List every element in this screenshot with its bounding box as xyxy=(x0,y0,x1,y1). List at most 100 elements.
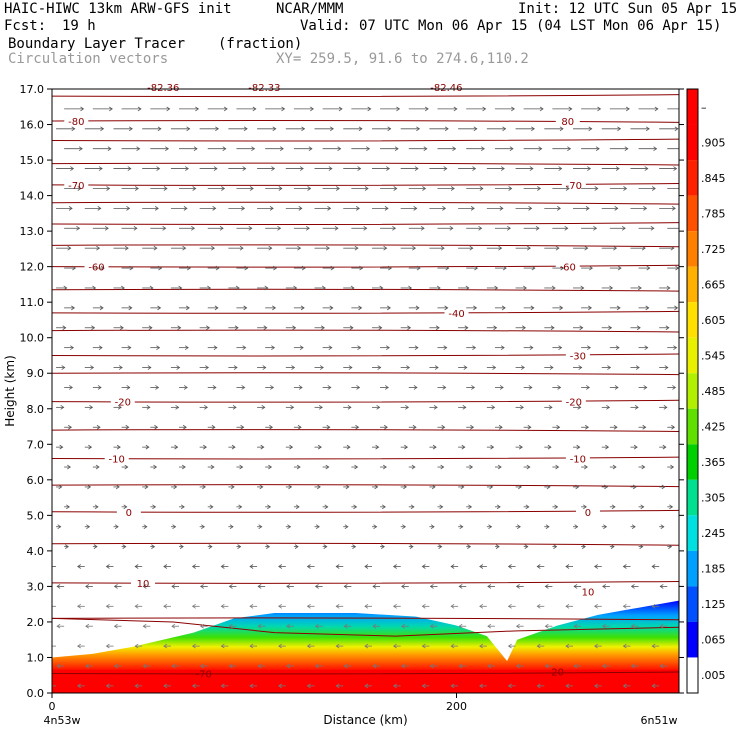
vector-head xyxy=(536,683,541,689)
vector-head xyxy=(62,325,67,331)
vector-head xyxy=(211,245,215,251)
vector-head xyxy=(662,444,667,450)
vector-head xyxy=(171,584,176,589)
vector-head xyxy=(154,424,159,430)
vector-head xyxy=(435,325,440,331)
vector-head xyxy=(208,544,213,549)
vector-head xyxy=(273,265,278,271)
vector-head xyxy=(323,544,328,549)
vector-head xyxy=(396,106,401,112)
vector-head xyxy=(518,444,523,450)
vector-head xyxy=(183,385,188,390)
vector-head xyxy=(595,146,600,152)
vector-head xyxy=(536,564,541,569)
vector-head xyxy=(651,186,656,191)
vector-head xyxy=(343,623,348,629)
vector-head xyxy=(297,245,302,251)
vector-head xyxy=(314,623,319,629)
vector-head xyxy=(258,524,263,530)
vector-head xyxy=(297,424,302,430)
vector-head xyxy=(445,265,450,271)
y-tick-label: 8.0 xyxy=(27,403,45,416)
contour-label: -60 xyxy=(560,263,576,274)
vector-head xyxy=(288,484,293,490)
vector-head xyxy=(673,166,678,171)
vector-head xyxy=(268,464,273,470)
vector-head xyxy=(452,146,457,152)
vector-head xyxy=(401,623,406,629)
temperature-contour xyxy=(52,288,679,292)
vector-head xyxy=(257,663,262,669)
vector-head xyxy=(157,305,162,311)
vector-head xyxy=(673,345,678,350)
vector-head xyxy=(229,524,234,530)
vector-head xyxy=(530,305,535,311)
vector-head xyxy=(594,564,598,569)
vector-head xyxy=(644,345,649,350)
vector-head xyxy=(555,245,560,251)
contour-label-bg xyxy=(565,452,590,464)
vector-head xyxy=(622,564,627,569)
vector-head xyxy=(479,186,484,191)
vector-head xyxy=(574,524,579,530)
vector-head xyxy=(625,106,630,112)
vector-head xyxy=(609,285,614,291)
vector-head xyxy=(215,265,220,271)
vector-head xyxy=(385,345,390,350)
vector-head xyxy=(645,305,650,311)
vector-head xyxy=(462,405,467,410)
vector-head xyxy=(63,285,68,291)
vector-head xyxy=(267,504,272,510)
vector-head xyxy=(661,484,666,490)
vector-head xyxy=(326,424,331,430)
y-tick-label: 2.0 xyxy=(27,616,45,629)
vector-head xyxy=(214,305,219,311)
init-time: Init: 12 UTC Sun 05 Apr 15 xyxy=(518,1,738,17)
contour-label: 0 xyxy=(585,508,591,519)
temperature-contour xyxy=(52,138,679,142)
vector-head xyxy=(272,305,277,311)
vector-head xyxy=(292,325,297,331)
contour-label: -70 xyxy=(196,669,212,680)
vector-head xyxy=(105,603,110,609)
vector-head xyxy=(611,504,616,510)
vector-head xyxy=(157,126,162,132)
vector-head xyxy=(508,186,513,191)
vector-head xyxy=(438,544,443,549)
vector-head xyxy=(613,245,618,251)
vector-head xyxy=(415,305,420,311)
vector-head xyxy=(639,544,644,549)
vector-head xyxy=(77,603,81,609)
vector-head xyxy=(470,206,475,211)
vector-head xyxy=(279,146,284,152)
vector-head xyxy=(364,603,369,609)
temperature-contour xyxy=(52,617,679,637)
vector-head xyxy=(212,206,217,211)
colorbar-swatch xyxy=(687,373,698,409)
vector-head xyxy=(117,405,122,410)
colorbar-swatch xyxy=(687,302,698,338)
vector-head xyxy=(490,444,495,450)
contour-label-bg xyxy=(444,306,469,318)
vector-head xyxy=(57,524,62,530)
vector-head xyxy=(631,524,636,530)
vector-head xyxy=(421,643,426,649)
vector-head xyxy=(441,424,446,430)
temperature-contour xyxy=(52,542,679,546)
field-name: Boundary Layer Tracer xyxy=(8,36,186,52)
vector-head xyxy=(200,584,204,589)
vector-head xyxy=(517,484,522,490)
vector-head xyxy=(228,663,233,669)
y-tick-label: 14.0 xyxy=(20,190,45,203)
vector-head xyxy=(242,345,247,350)
vector-head xyxy=(659,584,664,589)
vector-head xyxy=(259,484,264,490)
vector-head xyxy=(77,683,81,689)
vector-head xyxy=(176,365,181,370)
contour-label: 80 xyxy=(561,117,574,128)
vector-head xyxy=(137,106,142,112)
vector-head xyxy=(134,564,139,569)
vector-head xyxy=(249,564,254,569)
vector-head xyxy=(364,683,369,689)
vector-head xyxy=(497,464,502,470)
